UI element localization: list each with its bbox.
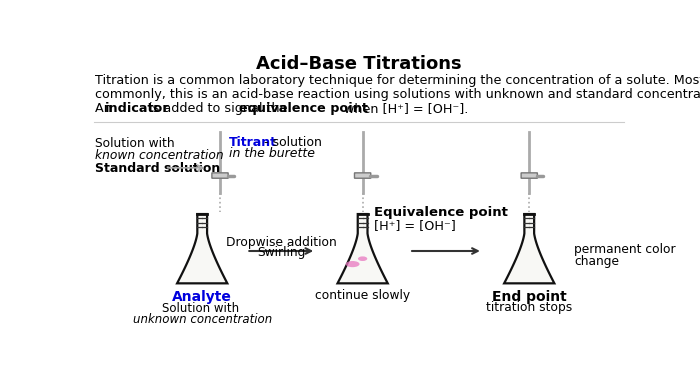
Polygon shape xyxy=(337,214,388,283)
Text: unknown concentration: unknown concentration xyxy=(132,312,272,326)
Ellipse shape xyxy=(346,261,360,267)
Text: - solution: - solution xyxy=(264,135,322,148)
Text: commonly, this is an acid-base reaction using solutions with unknown and standar: commonly, this is an acid-base reaction … xyxy=(95,88,700,101)
Text: is added to signal the: is added to signal the xyxy=(145,102,291,115)
Text: in the burette: in the burette xyxy=(230,147,315,160)
Text: continue slowly: continue slowly xyxy=(315,289,410,302)
Text: equivalence point: equivalence point xyxy=(239,102,368,115)
Text: permanent color: permanent color xyxy=(574,243,676,256)
Text: End point: End point xyxy=(492,289,566,304)
FancyBboxPatch shape xyxy=(354,173,371,178)
Text: change: change xyxy=(574,255,620,268)
Text: Analyte: Analyte xyxy=(172,289,232,304)
Text: known concentration: known concentration xyxy=(95,148,224,161)
Text: indicator: indicator xyxy=(104,102,169,115)
Text: Titrant: Titrant xyxy=(230,135,277,148)
Polygon shape xyxy=(177,275,228,283)
Text: An: An xyxy=(95,102,116,115)
Text: Solution with: Solution with xyxy=(95,137,175,150)
Text: Equivalence point: Equivalence point xyxy=(374,206,508,219)
Text: [H⁺] = [OH⁻]: [H⁺] = [OH⁻] xyxy=(374,219,456,232)
Text: Acid–Base Titrations: Acid–Base Titrations xyxy=(256,55,461,73)
FancyBboxPatch shape xyxy=(521,173,538,178)
Polygon shape xyxy=(504,239,554,283)
Text: titration stops: titration stops xyxy=(486,301,573,314)
Ellipse shape xyxy=(358,256,368,261)
Text: when [H⁺] = [OH⁻].: when [H⁺] = [OH⁻]. xyxy=(340,102,468,115)
Text: Dropwise addition: Dropwise addition xyxy=(226,235,337,248)
FancyBboxPatch shape xyxy=(212,173,228,178)
Text: Titration is a common laboratory technique for determining the concentration of : Titration is a common laboratory techniq… xyxy=(95,74,700,87)
Text: Solution with: Solution with xyxy=(162,302,243,315)
Text: Standard solution: Standard solution xyxy=(95,163,220,176)
Text: Swirling: Swirling xyxy=(257,246,305,259)
Polygon shape xyxy=(504,214,554,283)
Polygon shape xyxy=(177,214,228,283)
